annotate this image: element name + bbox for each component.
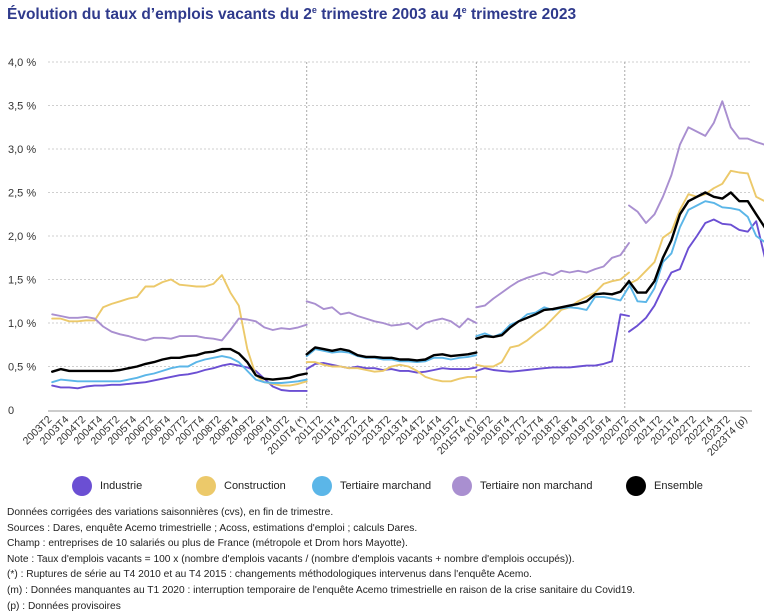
note-cvs: Données corrigées des variations saisonn… — [7, 507, 334, 518]
series-line-ensemble — [627, 191, 764, 294]
note-definition: Note : Taux d'emplois vacants = 100 x (n… — [7, 553, 575, 565]
series-line-tertiaire-non-marchand — [51, 313, 308, 342]
series-line-ensemble — [51, 347, 308, 381]
series-line-ensemble — [305, 346, 478, 362]
legend-swatch-tertiaire-marchand — [312, 476, 332, 496]
y-tick-label: 0 — [8, 405, 14, 417]
series-line-tertiaire-marchand — [51, 355, 308, 384]
y-tick-label: 1,5 % — [8, 275, 36, 287]
legend-item-construction: Construction — [196, 476, 286, 496]
series-line-industrie — [475, 313, 630, 373]
note-sources: Sources : Dares, enquête Acemo trimestri… — [7, 522, 418, 534]
legend-swatch-ensemble — [626, 476, 646, 496]
legend-swatch-industrie — [72, 476, 92, 496]
legend-swatch-tertiaire-non-marchand — [452, 476, 472, 496]
series-line-tertiaire-marchand — [305, 348, 478, 364]
series-line-industrie — [628, 218, 764, 333]
line-chart: 0 0,5 % 1,0 % 1,5 % 2,0 % 2,5 % 3,0 % 3,5 % 4,0 … — [8, 57, 764, 458]
series-line-construction — [51, 274, 308, 387]
legend-item-industrie: Industrie — [72, 476, 142, 496]
note-champ: Champ : entreprises de 10 salariés ou pl… — [7, 538, 408, 550]
legend-item-tertiaire-non-marchand: Tertiaire non marchand — [452, 476, 593, 496]
note-provisional: (p) : Données provisoires — [7, 600, 121, 612]
legend-label-construction: Construction — [224, 480, 286, 492]
series-line-tertiaire-non-marchand — [628, 100, 764, 224]
series-line-tertiaire-non-marchand — [475, 242, 630, 309]
note-ruptures: (*) : Ruptures de série au T4 2010 et au… — [7, 569, 532, 581]
legend-label-industrie: Industrie — [100, 480, 143, 492]
y-tick-label: 3,5 % — [8, 101, 36, 113]
legend-label-ensemble: Ensemble — [654, 480, 703, 492]
y-tick-label: 1,0 % — [8, 318, 36, 330]
chart-notes: Données corrigées des variations saisonn… — [7, 505, 635, 614]
legend-label-tertiaire-non-marchand: Tertiaire non marchand — [480, 480, 593, 492]
series-line-construction — [305, 361, 478, 383]
legend-item-ensemble: Ensemble — [626, 476, 703, 496]
series-line-tertiaire-non-marchand — [305, 300, 478, 331]
series-line-industrie — [305, 362, 478, 374]
series-line-construction — [475, 271, 630, 368]
legend-item-tertiaire-marchand: Tertiaire marchand — [312, 476, 431, 496]
series-line-construction — [628, 169, 764, 285]
y-tick-label: 4,0 % — [8, 57, 36, 69]
legend-label-tertiaire-marchand: Tertiaire marchand — [340, 480, 432, 492]
y-tick-label: 3,0 % — [8, 144, 36, 156]
y-tick-label: 2,5 % — [8, 188, 36, 200]
y-tick-label: 0,5 % — [8, 362, 36, 374]
series-line-industrie — [51, 362, 308, 392]
note-missing: (m) : Données manquantes au T1 2020 : in… — [7, 584, 636, 596]
legend: Industrie Construction Tertiaire marchan… — [0, 472, 764, 502]
series-line-tertiaire-marchand — [628, 200, 764, 304]
legend-swatch-construction — [196, 476, 216, 496]
series-line-ensemble — [475, 280, 631, 340]
chart-title: Évolution du taux d’emplois vacants du 2… — [7, 5, 577, 24]
y-tick-label: 2,0 % — [8, 231, 36, 243]
